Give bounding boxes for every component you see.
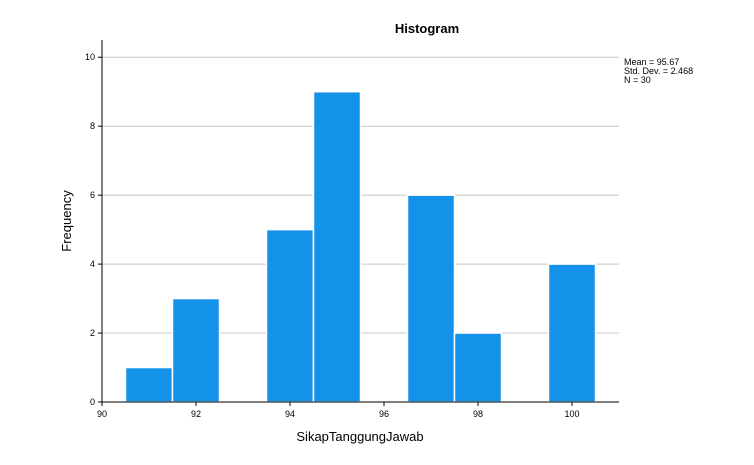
y-axis-label: Frequency xyxy=(59,190,74,252)
y-tick-label-2: 2 xyxy=(90,328,95,338)
y-tick-label-8: 8 xyxy=(90,121,95,131)
histogram-bar-94 xyxy=(265,228,315,403)
y-tick-label-6: 6 xyxy=(90,190,95,200)
y-tick-label-0: 0 xyxy=(90,397,95,407)
mean-text: Mean = 95.67 xyxy=(624,57,679,67)
histogram-bar-98 xyxy=(453,332,503,403)
bars xyxy=(124,90,597,403)
x-tick-label-92: 92 xyxy=(191,409,201,419)
histogram-bar-92 xyxy=(171,297,221,403)
y-ticks: 0 2 4 6 8 10 xyxy=(85,52,102,407)
histogram-bar-95 xyxy=(312,90,362,403)
histogram-bar-100 xyxy=(547,263,597,403)
n-text: N = 30 xyxy=(624,75,651,85)
x-tick-label-94: 94 xyxy=(285,409,295,419)
chart-title: Histogram xyxy=(395,21,459,36)
histogram-bar-91 xyxy=(124,366,174,403)
x-tick-label-96: 96 xyxy=(379,409,389,419)
y-tick-label-10: 10 xyxy=(85,52,95,62)
x-tick-label-100: 100 xyxy=(564,409,579,419)
x-tick-label-98: 98 xyxy=(473,409,483,419)
x-tick-label-90: 90 xyxy=(97,409,107,419)
x-axis-label: SikapTanggungJawab xyxy=(296,429,423,444)
std-dev-text: Std. Dev. = 2.468 xyxy=(624,66,693,76)
y-tick-label-4: 4 xyxy=(90,259,95,269)
x-ticks: 90 92 94 96 98 100 xyxy=(97,402,580,419)
histogram-bar-97 xyxy=(406,194,456,403)
